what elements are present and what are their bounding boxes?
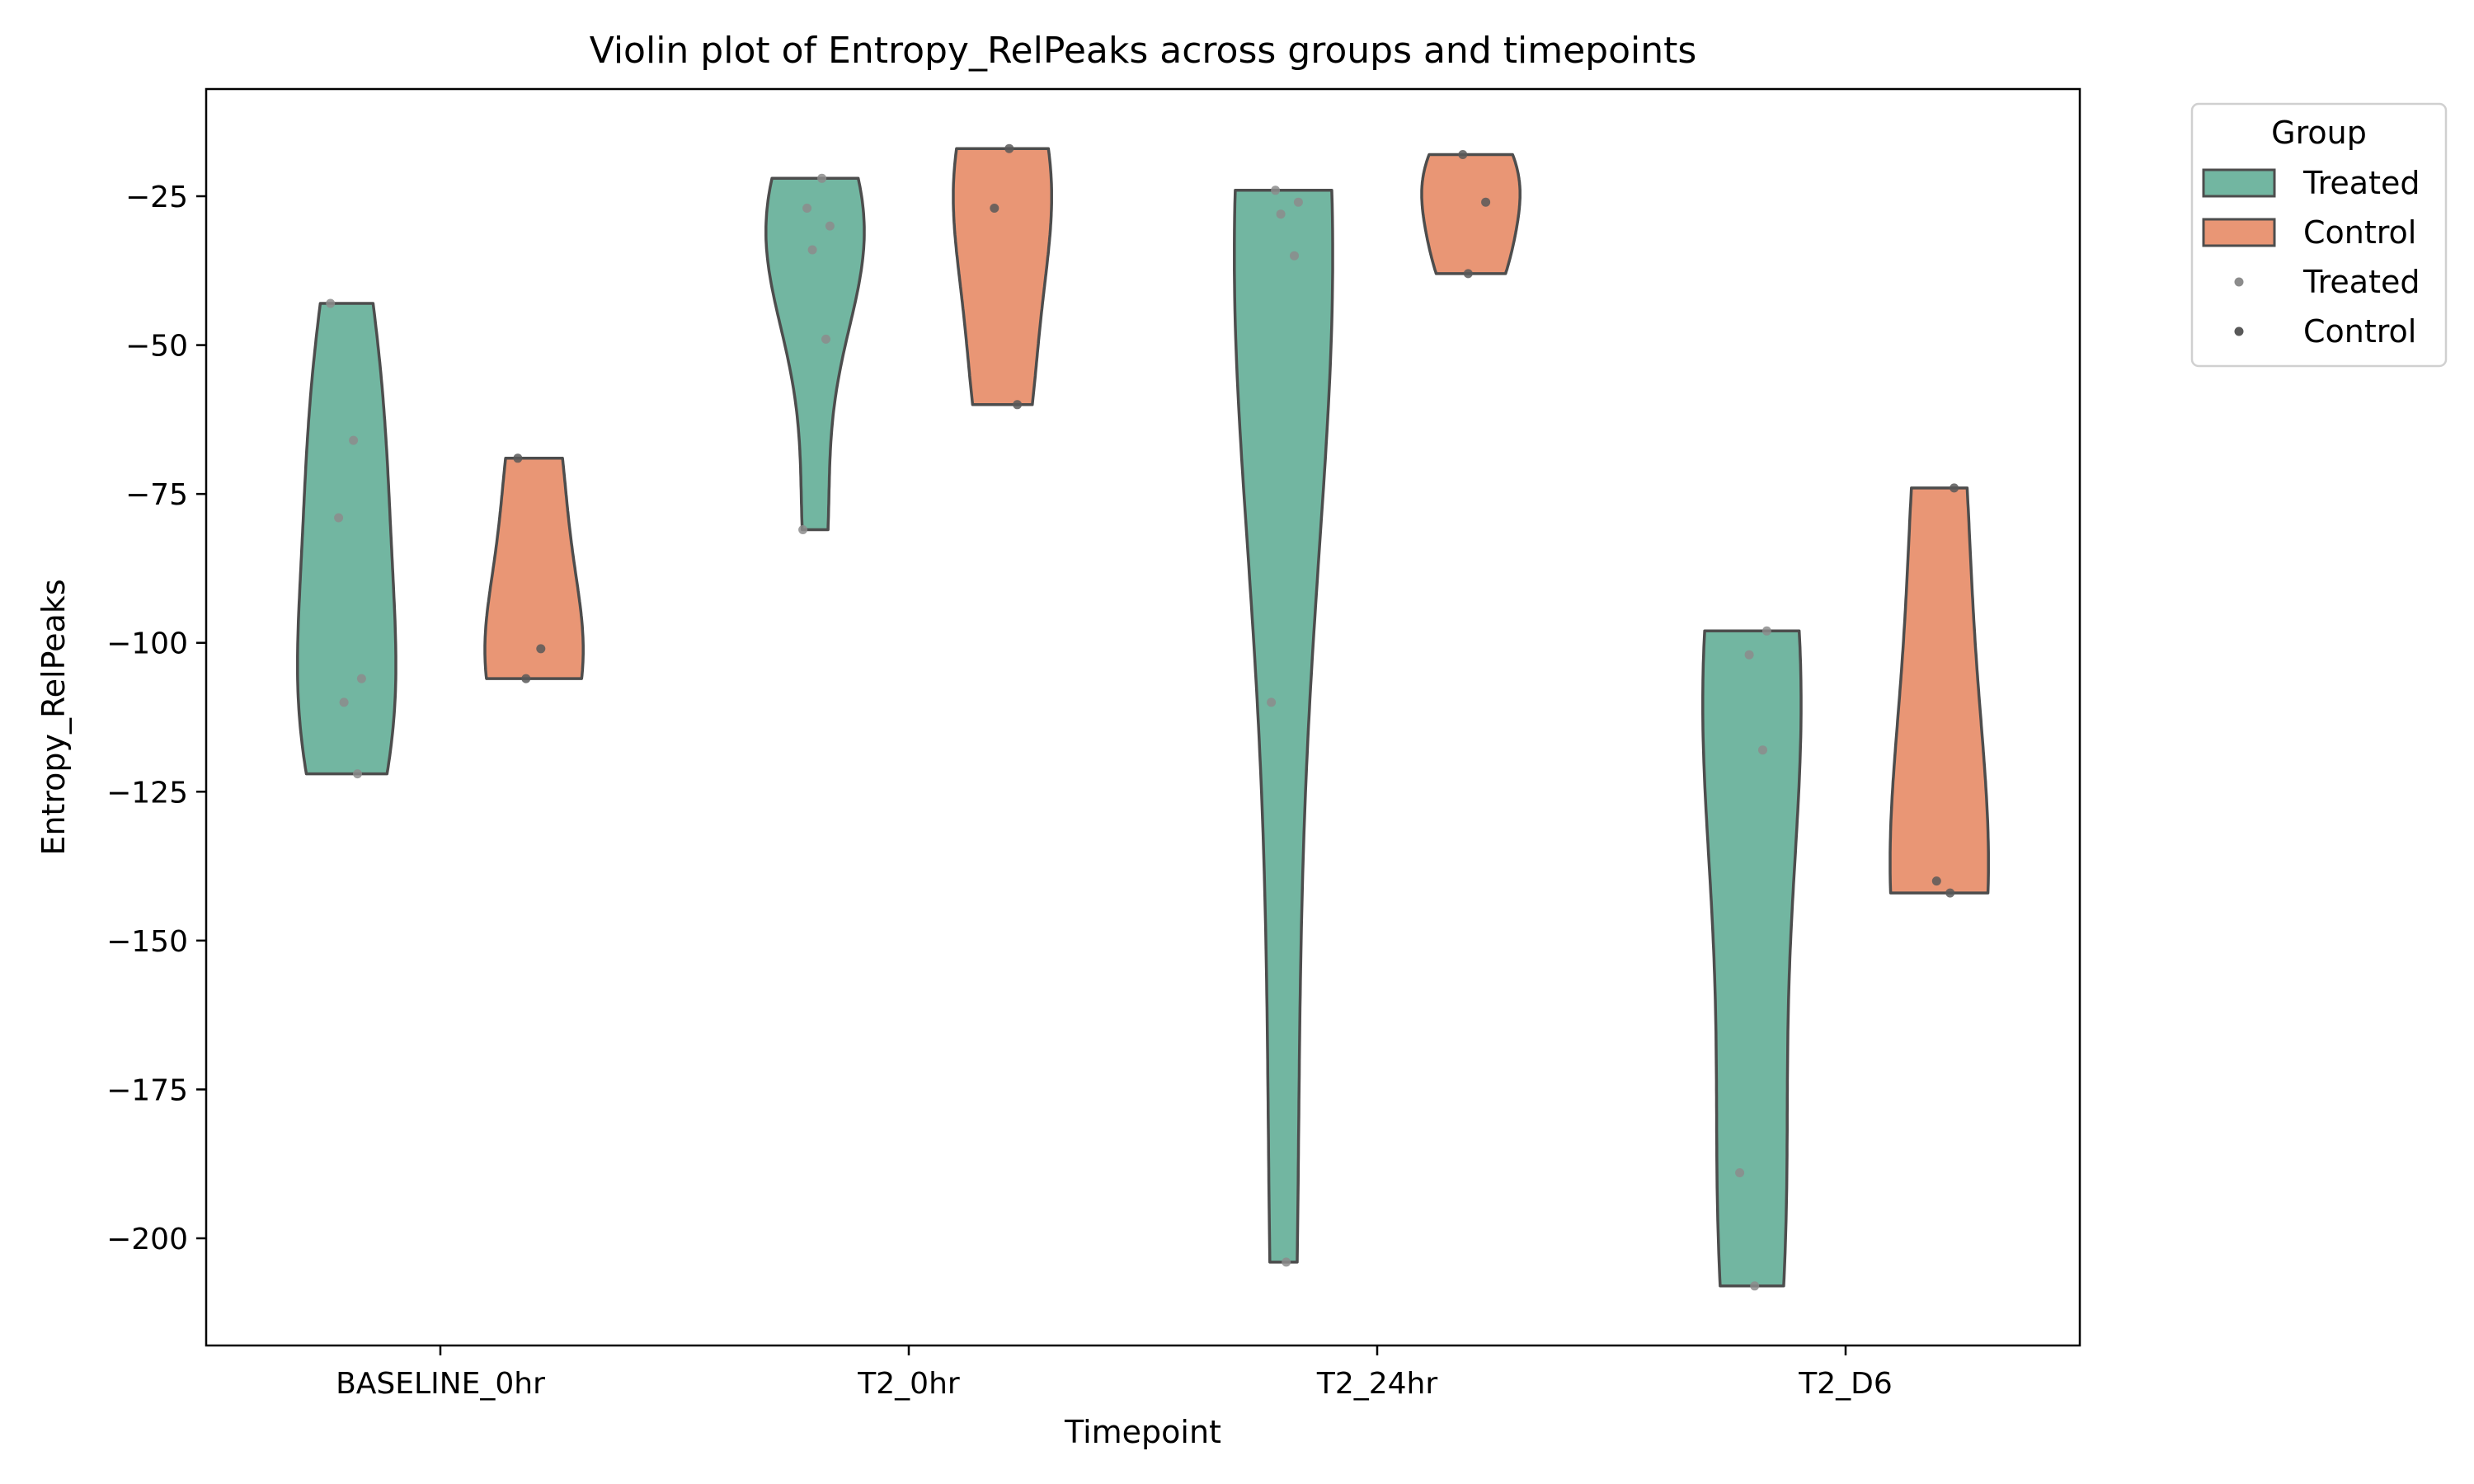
legend-title: Group (2271, 115, 2367, 151)
violin-control-t2_d6 (1888, 486, 1990, 895)
y-axis-label: Entropy_RelPeaks (35, 579, 72, 855)
data-point-treated (349, 435, 359, 445)
data-point-treated (817, 173, 827, 183)
data-point-treated (339, 697, 349, 707)
data-point-treated (334, 513, 344, 523)
violin-treated-baseline_0hr (296, 302, 397, 776)
legend-label: Treated (2302, 264, 2420, 300)
data-point-control (1463, 269, 1473, 279)
data-points (326, 143, 1959, 1291)
plot-frame (205, 87, 2081, 1347)
violin-control-baseline_0hr (483, 457, 585, 680)
data-point-control (1004, 143, 1014, 153)
y-tick-label: −150 (106, 925, 188, 959)
data-point-control (1945, 888, 1955, 898)
y-tick-label: −125 (106, 776, 188, 810)
data-point-treated (1761, 626, 1771, 636)
data-point-treated (1750, 1281, 1760, 1291)
y-tick-label: −200 (106, 1223, 188, 1256)
data-point-control (1013, 400, 1023, 410)
legend-label: Treated (2302, 165, 2420, 201)
data-point-treated (1267, 697, 1277, 707)
violin-control-t2_24hr (1420, 153, 1522, 275)
legend-dot-treated (2234, 277, 2244, 287)
data-point-control (513, 453, 523, 463)
data-point-treated (1282, 1257, 1291, 1267)
x-axis: BASELINE_0hr T2_0hr T2_24hr T2_D6 (336, 1345, 1893, 1401)
data-point-treated (1758, 745, 1767, 755)
data-point-treated (1293, 197, 1303, 207)
data-point-control (1458, 150, 1468, 159)
data-point-treated (802, 204, 812, 213)
y-tick-label: −25 (125, 181, 188, 214)
data-point-treated (1735, 1168, 1745, 1177)
data-point-treated (1744, 650, 1754, 660)
violins (296, 147, 1990, 1288)
data-point-treated (807, 245, 817, 255)
violin-treated-t2_d6 (1701, 629, 1803, 1288)
data-point-control (1950, 483, 1959, 493)
legend-items: Treated Control Treated Control (2202, 165, 2420, 350)
x-axis-label: Timepoint (1064, 1414, 1221, 1450)
data-point-control (1481, 197, 1491, 207)
legend-patch-control (2202, 218, 2276, 247)
legend-label: Control (2303, 214, 2416, 251)
legend: Group Treated Control Treated Control (2190, 102, 2448, 368)
x-tick-label: T2_24hr (1316, 1367, 1438, 1401)
legend-label: Control (2303, 313, 2416, 350)
data-point-treated (821, 334, 830, 344)
data-point-control (521, 674, 531, 683)
data-point-treated (1271, 186, 1281, 195)
y-tick-label: −175 (106, 1073, 188, 1107)
data-point-treated (825, 221, 835, 231)
legend-dot-control (2234, 326, 2244, 336)
violin-treated-t2_0hr (764, 176, 866, 532)
y-tick-label: −75 (125, 478, 188, 512)
x-tick-label: BASELINE_0hr (336, 1367, 545, 1401)
data-point-treated (798, 525, 808, 534)
violin-treated-t2_24hr (1233, 189, 1334, 1264)
y-axis: −25 −50 −75 −100 −125 −150 −175 −200 (106, 181, 206, 1256)
chart-title: Violin plot of Entropy_RelPeaks across g… (590, 30, 1697, 72)
data-point-control (1931, 876, 1941, 886)
data-point-control (536, 644, 546, 654)
y-tick-label: −100 (106, 627, 188, 661)
legend-patch-treated (2202, 168, 2276, 198)
data-point-treated (1276, 209, 1286, 219)
data-point-treated (326, 298, 336, 308)
x-tick-label: T2_D6 (1798, 1367, 1893, 1401)
violin-control-t2_0hr (952, 147, 1053, 406)
data-point-control (990, 204, 999, 213)
y-tick-label: −50 (125, 330, 188, 364)
x-tick-label: T2_0hr (857, 1367, 960, 1401)
data-point-treated (353, 769, 362, 779)
data-point-treated (356, 674, 366, 683)
data-point-treated (1290, 251, 1299, 261)
